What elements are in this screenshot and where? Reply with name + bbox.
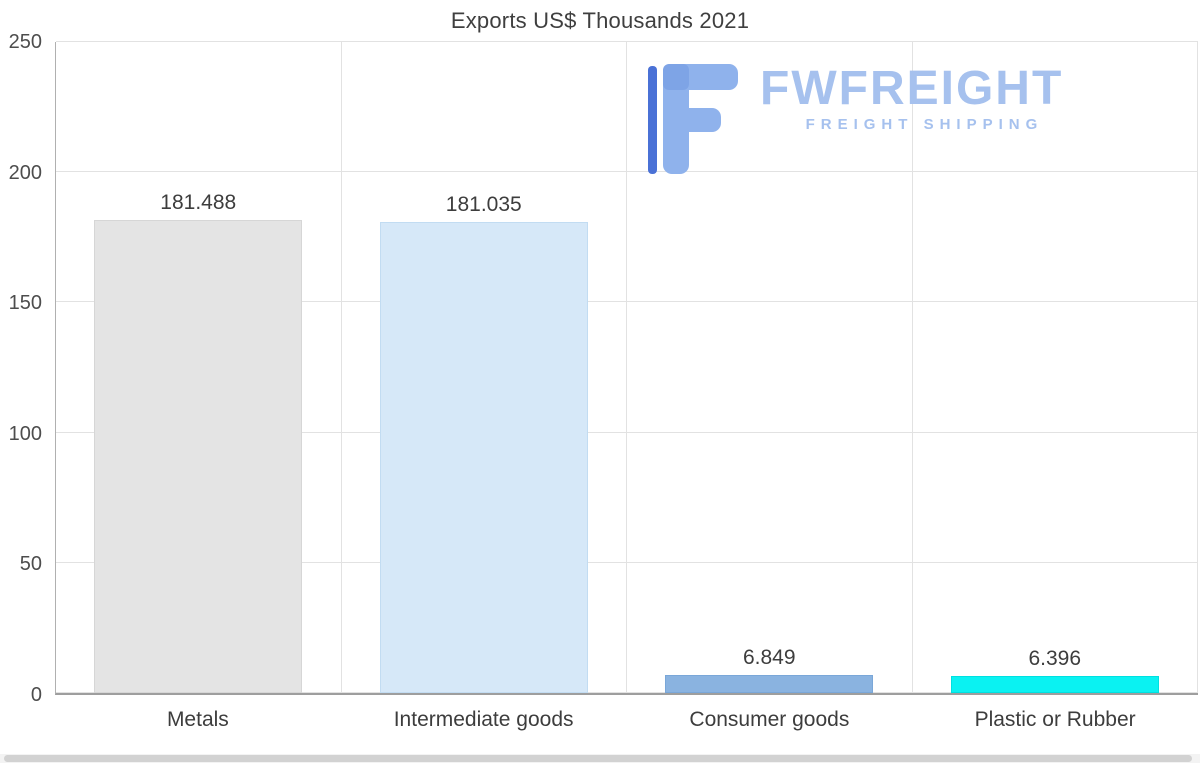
- horizontal-scrollbar-track[interactable]: [0, 754, 1200, 763]
- watermark-logo: FWFREIGHT FREIGHT SHIPPING: [648, 62, 1064, 181]
- y-tick-label: 0: [30, 684, 42, 706]
- bar-column: 181.035: [342, 42, 627, 693]
- gridline: [56, 301, 1198, 303]
- bar: [94, 220, 303, 693]
- logo-tagline-text: FREIGHT SHIPPING: [805, 116, 1044, 134]
- bar-value-label: 6.396: [1028, 647, 1082, 671]
- columns: 181.488 181.035 6.849 6.396: [56, 42, 1198, 693]
- bar-value-label: 181.488: [160, 191, 237, 215]
- gridline: [56, 171, 1198, 173]
- logo-text-block: FWFREIGHT FREIGHT SHIPPING: [760, 62, 1064, 134]
- gridline: [56, 692, 1198, 693]
- y-tick-label: 50: [19, 553, 42, 576]
- y-tick-label: 250: [8, 31, 42, 53]
- x-tick-label: Consumer goods: [689, 708, 850, 731]
- bar: [665, 675, 874, 693]
- bar: [950, 676, 1159, 693]
- y-tick-label: 200: [8, 161, 42, 184]
- bar-value-label: 181.035: [445, 192, 522, 216]
- y-tick-label: 100: [8, 422, 42, 445]
- bar: [379, 221, 588, 693]
- x-axis: Metals Intermediate goods Consumer goods Pl…: [55, 700, 1198, 742]
- gridline: [56, 561, 1198, 563]
- logo-brand-text: FWFREIGHT: [760, 62, 1064, 115]
- bar-column: 6.396: [913, 42, 1198, 693]
- gridline: [56, 431, 1198, 433]
- x-tick-label: Plastic or Rubber: [974, 708, 1136, 731]
- bar-column: 6.849: [627, 42, 913, 693]
- plot-area: 181.488 181.035 6.849 6.396: [55, 41, 1198, 695]
- bar-column: 181.488: [56, 42, 342, 693]
- fwfreight-logo-icon: [648, 64, 740, 181]
- x-tick-label: Metals: [166, 708, 229, 731]
- y-tick-label: 150: [8, 292, 42, 315]
- bar-value-label: 6.849: [742, 646, 796, 670]
- x-tick-label: Intermediate goods: [393, 708, 574, 731]
- gridline: [56, 41, 1198, 42]
- chart-title: Exports US$ Thousands 2021: [450, 8, 750, 33]
- horizontal-scrollbar-thumb[interactable]: [4, 755, 1192, 762]
- y-axis: 0 50 100 150 200 250: [0, 32, 50, 705]
